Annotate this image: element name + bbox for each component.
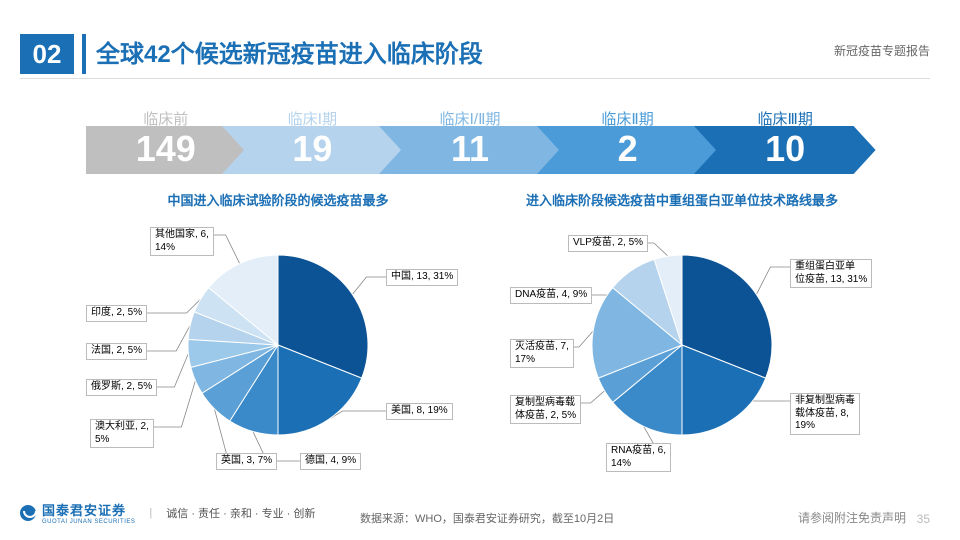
pie-callout: 德国, 4, 9% [300, 453, 361, 470]
pie-callout: 俄罗斯, 2, 5% [86, 379, 157, 396]
pie-callout: 复制型病毒载体疫苗, 2, 5% [510, 395, 581, 424]
logo-icon [20, 505, 36, 521]
phase-label: 临床Ⅰ期 [222, 108, 404, 129]
title-accent-line [82, 34, 86, 74]
phase-label: 临床Ⅰ/Ⅱ期 [379, 108, 561, 129]
pie-callout: DNA疫苗, 4, 9% [510, 287, 592, 304]
phase-number: 19 [222, 128, 404, 170]
phase-label: 临床Ⅱ期 [537, 108, 719, 129]
brand-values: 诚信 · 责任 · 亲和 · 专业 · 创新 [166, 505, 315, 521]
phase-arrow: 临床Ⅲ期 10 [694, 104, 876, 174]
pie-left: 中国进入临床试验阶段的候选疫苗最多 中国, 13, 31% 美国, 8, 19% 德… [86, 190, 470, 490]
pie-charts: 中国进入临床试验阶段的候选疫苗最多 中国, 13, 31% 美国, 8, 19% 德… [86, 190, 874, 490]
pie-left-canvas: 中国, 13, 31% 美国, 8, 19% 德国, 4, 9% 英国, 3, 7% 澳… [86, 215, 470, 475]
pie-right-canvas: 重组蛋白亚单位疫苗, 13, 31% 非复制型病毒载体疫苗, 8,19% RNA疫苗… [490, 215, 874, 475]
phase-arrows: 临床前 149 临床Ⅰ期 19 临床Ⅰ/Ⅱ期 11 临床Ⅱ期 2 临床Ⅲ期 10 [86, 104, 874, 174]
phase-number: 2 [537, 128, 719, 170]
logo-text: 国泰君安证券 [42, 500, 135, 519]
pie-right-title: 进入临床阶段候选疫苗中重组蛋白亚单位技术路线最多 [490, 190, 874, 209]
pie-callout: 灭活疫苗, 7,17% [510, 339, 574, 368]
section-number: 02 [20, 34, 74, 74]
pie-callout: RNA疫苗, 6,14% [606, 443, 671, 472]
phase-number: 10 [694, 128, 876, 170]
page-title: 全球42个候选新冠疫苗进入临床阶段 [96, 34, 483, 69]
footer-divider: | [149, 507, 152, 519]
data-source: 数据来源：WHO，国泰君安证券研究，截至10月2日 [360, 510, 614, 526]
pie-callout: 澳大利亚, 2,5% [90, 419, 154, 448]
slide-footer: 国泰君安证券 GUOTAI JUNAN SECURITIES | 诚信 · 责任… [20, 500, 930, 526]
pie-callout: 非复制型病毒载体疫苗, 8,19% [790, 393, 860, 435]
page-number: 35 [917, 512, 930, 526]
pie-callout: 英国, 3, 7% [216, 453, 277, 470]
disclaimer: 请参阅附注免责声明 [798, 509, 906, 526]
pie-callout: 重组蛋白亚单位疫苗, 13, 31% [790, 259, 872, 288]
pie-right: 进入临床阶段候选疫苗中重组蛋白亚单位技术路线最多 重组蛋白亚单位疫苗, 13, … [490, 190, 874, 490]
logo-subtext: GUOTAI JUNAN SECURITIES [42, 519, 135, 525]
phase-label: 临床Ⅲ期 [694, 108, 876, 129]
pie-callout: 印度, 2, 5% [86, 305, 147, 322]
phase-arrow: 临床Ⅱ期 2 [537, 104, 719, 174]
pie-callout: 中国, 13, 31% [386, 269, 458, 286]
pie-left-title: 中国进入临床试验阶段的候选疫苗最多 [86, 190, 470, 209]
pie-callout: 其他国家, 6,14% [150, 227, 214, 256]
pie-callout: 法国, 2, 5% [86, 343, 147, 360]
header-divider [20, 78, 930, 79]
report-name: 新冠疫苗专题报告 [834, 42, 930, 59]
phase-arrow: 临床Ⅰ/Ⅱ期 11 [379, 104, 561, 174]
pie-callout: VLP疫苗, 2, 5% [568, 235, 648, 252]
brand-logo: 国泰君安证券 GUOTAI JUNAN SECURITIES | 诚信 · 责任… [20, 500, 315, 525]
pie-callout: 美国, 8, 19% [386, 403, 453, 420]
phase-arrow: 临床Ⅰ期 19 [222, 104, 404, 174]
phase-number: 11 [379, 128, 561, 170]
slide-header: 02 全球42个候选新冠疫苗进入临床阶段 新冠疫苗专题报告 [0, 20, 960, 80]
